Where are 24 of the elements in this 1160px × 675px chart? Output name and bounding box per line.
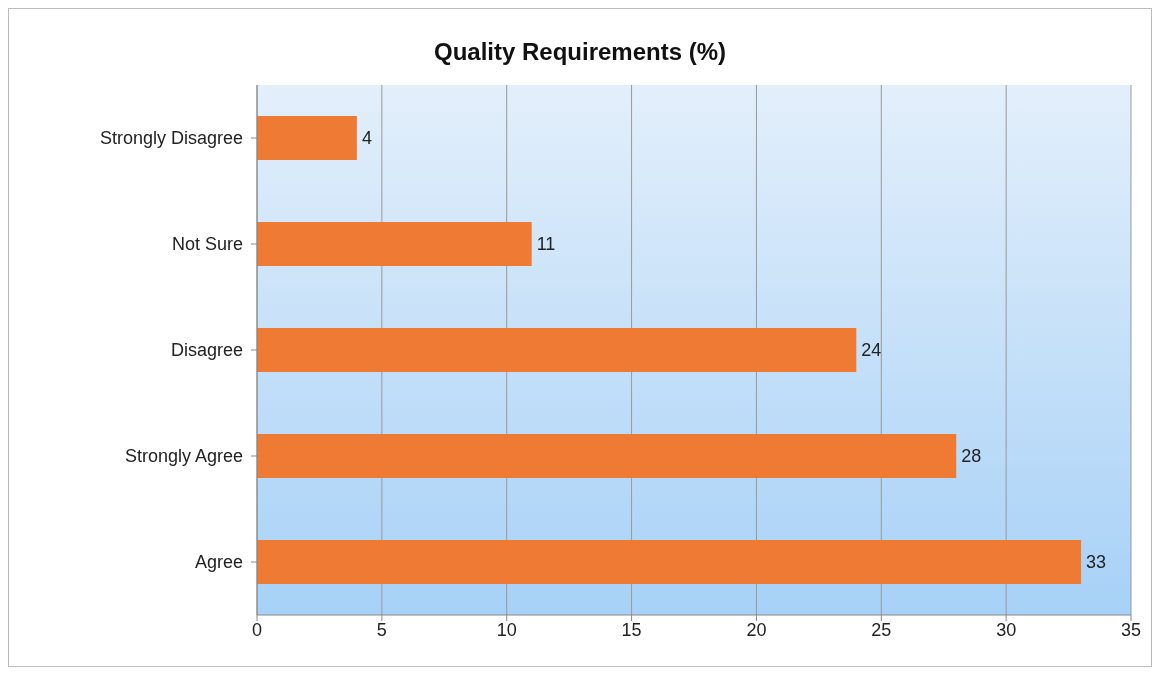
y-tick-label: Strongly Agree: [124, 446, 243, 467]
bar: [257, 116, 357, 160]
y-tick-label: Disagree: [170, 340, 243, 361]
data-label: 33: [1086, 552, 1107, 573]
x-tick-label: 10: [496, 619, 517, 640]
x-tick-label: 15: [621, 619, 642, 640]
bar: [257, 222, 532, 266]
x-tick-label: 35: [1120, 619, 1142, 640]
data-label: 28: [961, 446, 982, 467]
bar: [257, 540, 1082, 584]
data-label: 24: [861, 340, 882, 361]
x-tick-label: 25: [871, 619, 892, 640]
y-tick-label: Strongly Disagree: [99, 128, 243, 149]
x-tick-label: 5: [376, 619, 387, 640]
x-tick-label: 20: [746, 619, 767, 640]
x-tick-label: 30: [996, 619, 1017, 640]
data-label: 11: [536, 234, 556, 255]
chart-title: Quality Requirements (%): [432, 37, 728, 67]
bar: [257, 434, 957, 478]
bar: [257, 328, 857, 372]
y-tick-label: Agree: [194, 552, 243, 573]
data-label: 4: [361, 128, 372, 149]
x-tick-label: 0: [251, 619, 263, 640]
y-tick-label: Not Sure: [171, 234, 243, 255]
